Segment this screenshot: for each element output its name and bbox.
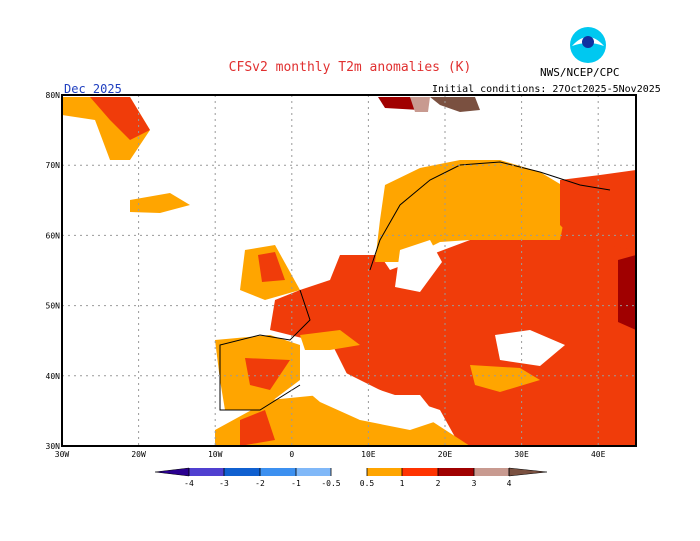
colorbar-segment — [331, 468, 367, 476]
anomaly-field — [62, 95, 636, 446]
noaa-logo — [570, 27, 606, 63]
colorbar-segment — [296, 468, 331, 476]
colorbar-segment — [189, 468, 224, 476]
lon-label: 0 — [289, 450, 294, 459]
anomaly-tan-svalbard — [410, 97, 430, 112]
sea-baltic — [395, 240, 442, 292]
anomaly-red-north-africa — [240, 410, 275, 446]
colorbar: -4 -3 -2 -1 -0.5 0.5 1 2 3 4 — [154, 467, 548, 488]
colorbar-label: -3 — [219, 479, 229, 488]
map-frame — [61, 94, 637, 447]
anomaly-orange-turkey — [470, 365, 540, 392]
colorbar-label: 3 — [472, 479, 477, 488]
axis-labels: 30W 20W 10W 0 10E 20E 30E 40E 80N 70N 60N 50N 40N 30N — [46, 91, 606, 459]
anomaly-brown-svalbard — [430, 97, 480, 112]
figure-title: CFSv2 monthly T2m anomalies (K) — [228, 60, 472, 75]
lat-label: 30N — [46, 442, 61, 451]
anomaly-orange-france — [300, 330, 360, 350]
lon-label: 10E — [361, 450, 376, 459]
colorbar-label: -4 — [184, 479, 194, 488]
agency-label: NWS/NCEP/CPC — [540, 66, 620, 79]
colorbar-max-triangle — [508, 467, 548, 477]
colorbar-label: -2 — [255, 479, 265, 488]
lat-label: 50N — [46, 302, 61, 311]
colorbar-label: 4 — [507, 479, 512, 488]
lon-label: 20W — [131, 450, 146, 459]
colorbar-segment — [367, 468, 402, 476]
sea-mediterranean — [300, 370, 440, 430]
forecast-month: Dec 2025 — [64, 82, 122, 96]
anomaly-red-svalbard — [378, 97, 420, 110]
colorbar-segment — [474, 468, 509, 476]
colorbar-label: 0.5 — [360, 479, 375, 488]
lon-label: 30W — [55, 450, 70, 459]
anomaly-orange-iceland — [130, 193, 190, 213]
colorbar-min-triangle — [154, 467, 190, 477]
initial-conditions: Initial conditions: 27Oct2025-5Nov2025 — [432, 84, 661, 95]
anomaly-red-europe — [270, 175, 636, 446]
colorbar-label: 2 — [436, 479, 441, 488]
colorbar-segment — [402, 468, 438, 476]
anomaly-red-iberia — [245, 358, 290, 390]
lat-label: 40N — [46, 372, 61, 381]
colorbar-segment — [260, 468, 296, 476]
colorbar-label: 1 — [400, 479, 405, 488]
colorbar-label: -0.5 — [321, 479, 340, 488]
colorbar-segment — [224, 468, 260, 476]
lon-label: 20E — [438, 450, 453, 459]
lat-label: 80N — [46, 91, 61, 100]
anomaly-dark-red-east — [618, 255, 636, 330]
anomaly-red-greenland — [90, 97, 150, 140]
gridlines — [62, 95, 636, 446]
lat-label: 70N — [46, 161, 61, 170]
lon-label: 40E — [591, 450, 606, 459]
anomaly-red-britain — [258, 252, 285, 282]
anomaly-orange-north-africa — [215, 395, 470, 446]
lon-label: 10W — [208, 450, 223, 459]
lat-label: 60N — [46, 231, 61, 240]
coastline-west-europe — [219, 289, 311, 411]
colorbar-label: -1 — [291, 479, 301, 488]
sea-black — [495, 330, 565, 366]
lon-label: 30E — [514, 450, 529, 459]
colorbar-segment — [438, 468, 474, 476]
